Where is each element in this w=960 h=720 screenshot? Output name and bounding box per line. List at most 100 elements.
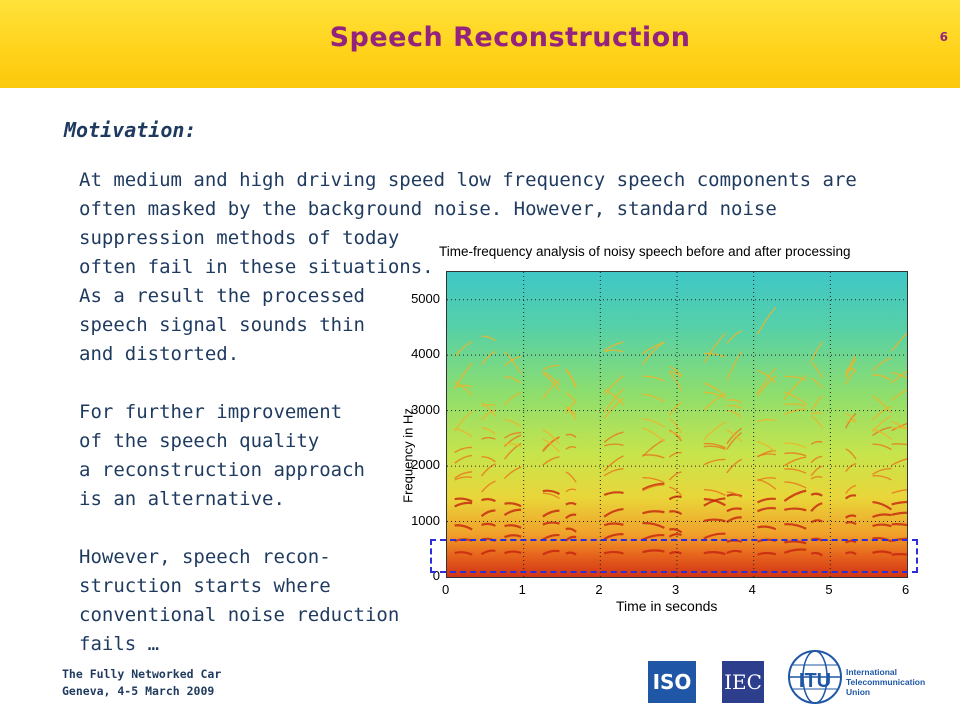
speech-harmonic bbox=[872, 374, 892, 381]
speech-harmonic bbox=[891, 489, 907, 494]
speech-harmonic bbox=[703, 458, 726, 466]
speech-harmonic bbox=[603, 388, 625, 406]
speech-harmonic bbox=[668, 551, 683, 555]
speech-harmonic bbox=[668, 495, 682, 501]
iso-logo: ISO bbox=[648, 661, 696, 703]
speech-harmonic bbox=[503, 434, 522, 448]
speech-harmonic bbox=[481, 522, 496, 527]
speech-harmonic bbox=[726, 429, 743, 443]
low-frequency-highlight-box bbox=[430, 539, 918, 573]
speech-harmonic bbox=[669, 430, 683, 439]
speech-harmonic bbox=[603, 341, 624, 352]
speech-harmonic bbox=[872, 550, 892, 555]
speech-harmonic bbox=[891, 500, 907, 506]
speech-harmonic bbox=[642, 533, 665, 541]
speech-harmonic bbox=[603, 550, 624, 555]
speech-harmonic bbox=[756, 306, 777, 335]
speech-harmonic bbox=[845, 413, 857, 422]
svg-text:ITU: ITU bbox=[799, 670, 831, 692]
speech-harmonic bbox=[726, 404, 743, 409]
speech-harmonic bbox=[603, 388, 624, 414]
speech-harmonic bbox=[642, 510, 665, 515]
speech-harmonic bbox=[891, 371, 907, 379]
speech-harmonic bbox=[480, 509, 496, 518]
speech-harmonic bbox=[783, 374, 807, 400]
speech-harmonic bbox=[454, 428, 473, 438]
speech-harmonic bbox=[726, 330, 742, 344]
speech-harmonic bbox=[642, 427, 665, 443]
speech-harmonic bbox=[542, 379, 560, 400]
speech-harmonic bbox=[757, 369, 777, 384]
speech-harmonic bbox=[481, 427, 496, 435]
speech-harmonic bbox=[726, 516, 742, 524]
speech-harmonic bbox=[641, 482, 665, 491]
iec-logo: IEC bbox=[722, 661, 764, 703]
speech-harmonic bbox=[845, 368, 857, 372]
speech-harmonic bbox=[810, 377, 823, 389]
section-heading: Motivation: bbox=[64, 118, 197, 142]
x-tick-label: 1 bbox=[518, 582, 526, 597]
speech-harmonic bbox=[504, 534, 522, 539]
speech-harmonic bbox=[703, 391, 726, 399]
speech-harmonic bbox=[784, 391, 807, 405]
speech-harmonic bbox=[669, 370, 683, 378]
speech-harmonic bbox=[668, 401, 682, 416]
speech-harmonic bbox=[872, 467, 892, 475]
speech-harmonic bbox=[503, 442, 522, 460]
speech-harmonic bbox=[845, 369, 857, 385]
speech-harmonic bbox=[642, 476, 665, 484]
speech-harmonic bbox=[642, 417, 665, 428]
y-tick-label: 1000 bbox=[411, 512, 440, 528]
speech-harmonic bbox=[871, 405, 892, 421]
speech-harmonic bbox=[726, 432, 743, 450]
y-tick-label: 0 bbox=[432, 568, 440, 583]
speech-harmonic bbox=[480, 549, 496, 556]
speech-harmonic bbox=[542, 492, 560, 500]
speech-harmonic bbox=[480, 350, 496, 365]
speech-harmonic bbox=[481, 436, 496, 440]
speech-harmonic bbox=[810, 502, 823, 513]
speech-harmonic bbox=[891, 523, 907, 527]
speech-harmonic bbox=[454, 381, 473, 396]
speech-harmonic bbox=[454, 454, 473, 464]
speech-harmonic bbox=[784, 375, 807, 381]
speech-harmonic bbox=[542, 436, 560, 451]
speech-harmonic bbox=[891, 422, 907, 432]
speech-harmonic bbox=[757, 525, 777, 531]
speech-harmonic bbox=[454, 446, 473, 454]
speech-harmonic bbox=[784, 468, 807, 474]
speech-harmonic bbox=[503, 391, 522, 406]
speech-harmonic bbox=[603, 349, 624, 353]
speech-harmonic bbox=[872, 474, 892, 481]
speech-harmonic bbox=[872, 426, 892, 437]
speech-harmonic bbox=[481, 498, 496, 503]
speech-harmonic bbox=[810, 341, 823, 362]
speech-harmonic bbox=[565, 433, 577, 438]
speech-harmonic bbox=[642, 393, 665, 403]
speech-harmonic bbox=[504, 524, 522, 529]
speech-harmonic bbox=[542, 533, 560, 541]
speech-harmonic bbox=[504, 355, 522, 367]
speech-harmonic bbox=[872, 523, 892, 528]
speech-harmonic bbox=[542, 549, 560, 556]
speech-harmonic bbox=[642, 522, 665, 529]
footer-line-event: The Fully Networked Car bbox=[62, 667, 222, 681]
x-tick-label: 5 bbox=[825, 582, 833, 597]
speech-harmonic bbox=[845, 484, 857, 494]
speech-harmonic bbox=[603, 375, 624, 396]
speech-harmonic bbox=[726, 410, 743, 418]
speech-harmonic bbox=[481, 402, 497, 417]
speech-harmonic bbox=[542, 371, 561, 386]
speech-harmonic bbox=[757, 478, 777, 490]
speech-harmonic bbox=[891, 370, 907, 384]
speech-harmonic bbox=[642, 375, 665, 382]
speech-harmonic bbox=[668, 371, 683, 391]
speech-harmonic bbox=[810, 395, 823, 412]
speech-harmonic bbox=[810, 465, 823, 477]
speech-harmonic bbox=[565, 551, 577, 556]
itu-name: International Telecommunication Union bbox=[846, 667, 926, 697]
speech-harmonic bbox=[703, 532, 726, 540]
speech-harmonic bbox=[783, 548, 807, 554]
speech-harmonic bbox=[669, 429, 683, 442]
speech-harmonic bbox=[603, 467, 624, 477]
